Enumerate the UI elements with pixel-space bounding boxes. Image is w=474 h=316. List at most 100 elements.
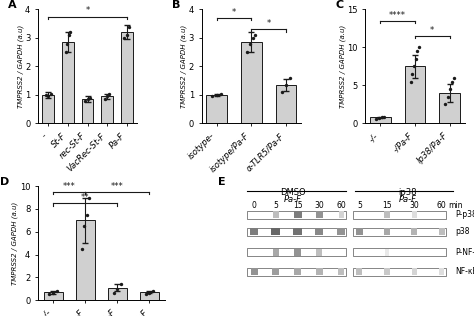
- FancyBboxPatch shape: [293, 228, 302, 235]
- Point: [249, 35, 256, 40]
- Point: [278, 90, 285, 95]
- Point: [142, 292, 149, 297]
- Text: ***: ***: [111, 182, 124, 191]
- Bar: [101, 96, 113, 124]
- Point: [123, 33, 130, 38]
- Point: [118, 282, 125, 287]
- Point: [120, 35, 128, 40]
- Text: *: *: [232, 8, 236, 17]
- Point: [414, 49, 421, 54]
- Point: [375, 115, 383, 120]
- Text: *: *: [430, 26, 434, 35]
- FancyBboxPatch shape: [353, 228, 446, 236]
- Text: 5: 5: [273, 201, 278, 210]
- Point: [83, 212, 91, 217]
- Point: [217, 91, 225, 96]
- Point: [62, 50, 69, 55]
- Bar: [82, 99, 93, 124]
- Point: [410, 64, 418, 69]
- Point: [80, 223, 88, 228]
- FancyBboxPatch shape: [273, 249, 279, 256]
- Point: [409, 71, 416, 76]
- FancyBboxPatch shape: [317, 249, 322, 256]
- Text: 0: 0: [252, 201, 257, 210]
- Point: [86, 95, 94, 100]
- Text: 60: 60: [437, 201, 447, 210]
- Bar: [275, 85, 296, 124]
- Text: B: B: [172, 0, 180, 10]
- Y-axis label: TMPRSS2 / GAPDH (a.u): TMPRSS2 / GAPDH (a.u): [339, 25, 346, 108]
- Point: [246, 41, 254, 46]
- Text: Pa-F: Pa-F: [284, 195, 302, 204]
- FancyBboxPatch shape: [251, 268, 258, 275]
- Point: [282, 82, 290, 88]
- FancyBboxPatch shape: [247, 268, 346, 276]
- Text: C: C: [336, 0, 344, 10]
- Text: P-p38: P-p38: [456, 210, 474, 219]
- FancyBboxPatch shape: [338, 268, 344, 275]
- Text: 5: 5: [357, 201, 362, 210]
- Text: DMSO: DMSO: [280, 188, 306, 198]
- Point: [448, 79, 456, 84]
- FancyBboxPatch shape: [412, 268, 417, 275]
- Text: p38: p38: [456, 227, 470, 236]
- Y-axis label: TMPRSS2 / GAPDH (a.u): TMPRSS2 / GAPDH (a.u): [17, 25, 24, 108]
- Point: [78, 246, 85, 252]
- FancyBboxPatch shape: [316, 211, 323, 218]
- Point: [106, 91, 113, 96]
- Point: [103, 94, 111, 99]
- FancyBboxPatch shape: [385, 249, 389, 256]
- Point: [150, 288, 157, 293]
- Bar: [44, 292, 63, 300]
- Point: [213, 93, 220, 98]
- Bar: [108, 288, 127, 300]
- Point: [54, 288, 61, 293]
- FancyBboxPatch shape: [439, 268, 444, 275]
- Text: 30: 30: [315, 201, 324, 210]
- Text: 60: 60: [336, 201, 346, 210]
- Bar: [43, 95, 54, 124]
- Point: [110, 291, 118, 296]
- FancyBboxPatch shape: [250, 228, 258, 235]
- Point: [49, 290, 57, 295]
- Point: [252, 33, 259, 38]
- FancyBboxPatch shape: [411, 228, 417, 235]
- FancyBboxPatch shape: [338, 211, 344, 218]
- Point: [372, 116, 380, 121]
- Point: [85, 195, 93, 200]
- Bar: [62, 42, 74, 124]
- Point: [82, 98, 89, 103]
- Text: 30: 30: [410, 201, 419, 210]
- FancyBboxPatch shape: [273, 211, 279, 218]
- Point: [65, 33, 73, 38]
- Y-axis label: TMPRSS2 / GAPDH (a.u): TMPRSS2 / GAPDH (a.u): [12, 202, 18, 285]
- FancyBboxPatch shape: [272, 228, 281, 235]
- Point: [243, 50, 251, 55]
- FancyBboxPatch shape: [337, 228, 345, 235]
- Point: [47, 91, 55, 96]
- Point: [146, 290, 153, 295]
- Y-axis label: TMPRSS2 / GAPDH (a.u): TMPRSS2 / GAPDH (a.u): [181, 25, 187, 108]
- FancyBboxPatch shape: [247, 228, 346, 236]
- Point: [114, 286, 121, 291]
- Text: ****: ****: [389, 11, 406, 20]
- Point: [45, 94, 52, 99]
- Point: [442, 102, 449, 107]
- Text: ip38: ip38: [398, 188, 417, 198]
- FancyBboxPatch shape: [294, 268, 301, 275]
- Text: ***: ***: [63, 182, 76, 191]
- Text: NF-κB: NF-κB: [456, 267, 474, 276]
- FancyBboxPatch shape: [356, 228, 363, 235]
- Bar: [76, 220, 95, 300]
- FancyBboxPatch shape: [247, 248, 346, 256]
- Bar: [241, 42, 262, 124]
- Point: [412, 56, 419, 61]
- FancyBboxPatch shape: [294, 249, 301, 256]
- Point: [378, 114, 385, 119]
- Point: [415, 45, 423, 50]
- FancyBboxPatch shape: [316, 268, 322, 275]
- Text: Pa-F: Pa-F: [398, 195, 416, 204]
- Text: min: min: [448, 201, 463, 210]
- FancyBboxPatch shape: [353, 248, 446, 256]
- FancyBboxPatch shape: [412, 211, 417, 218]
